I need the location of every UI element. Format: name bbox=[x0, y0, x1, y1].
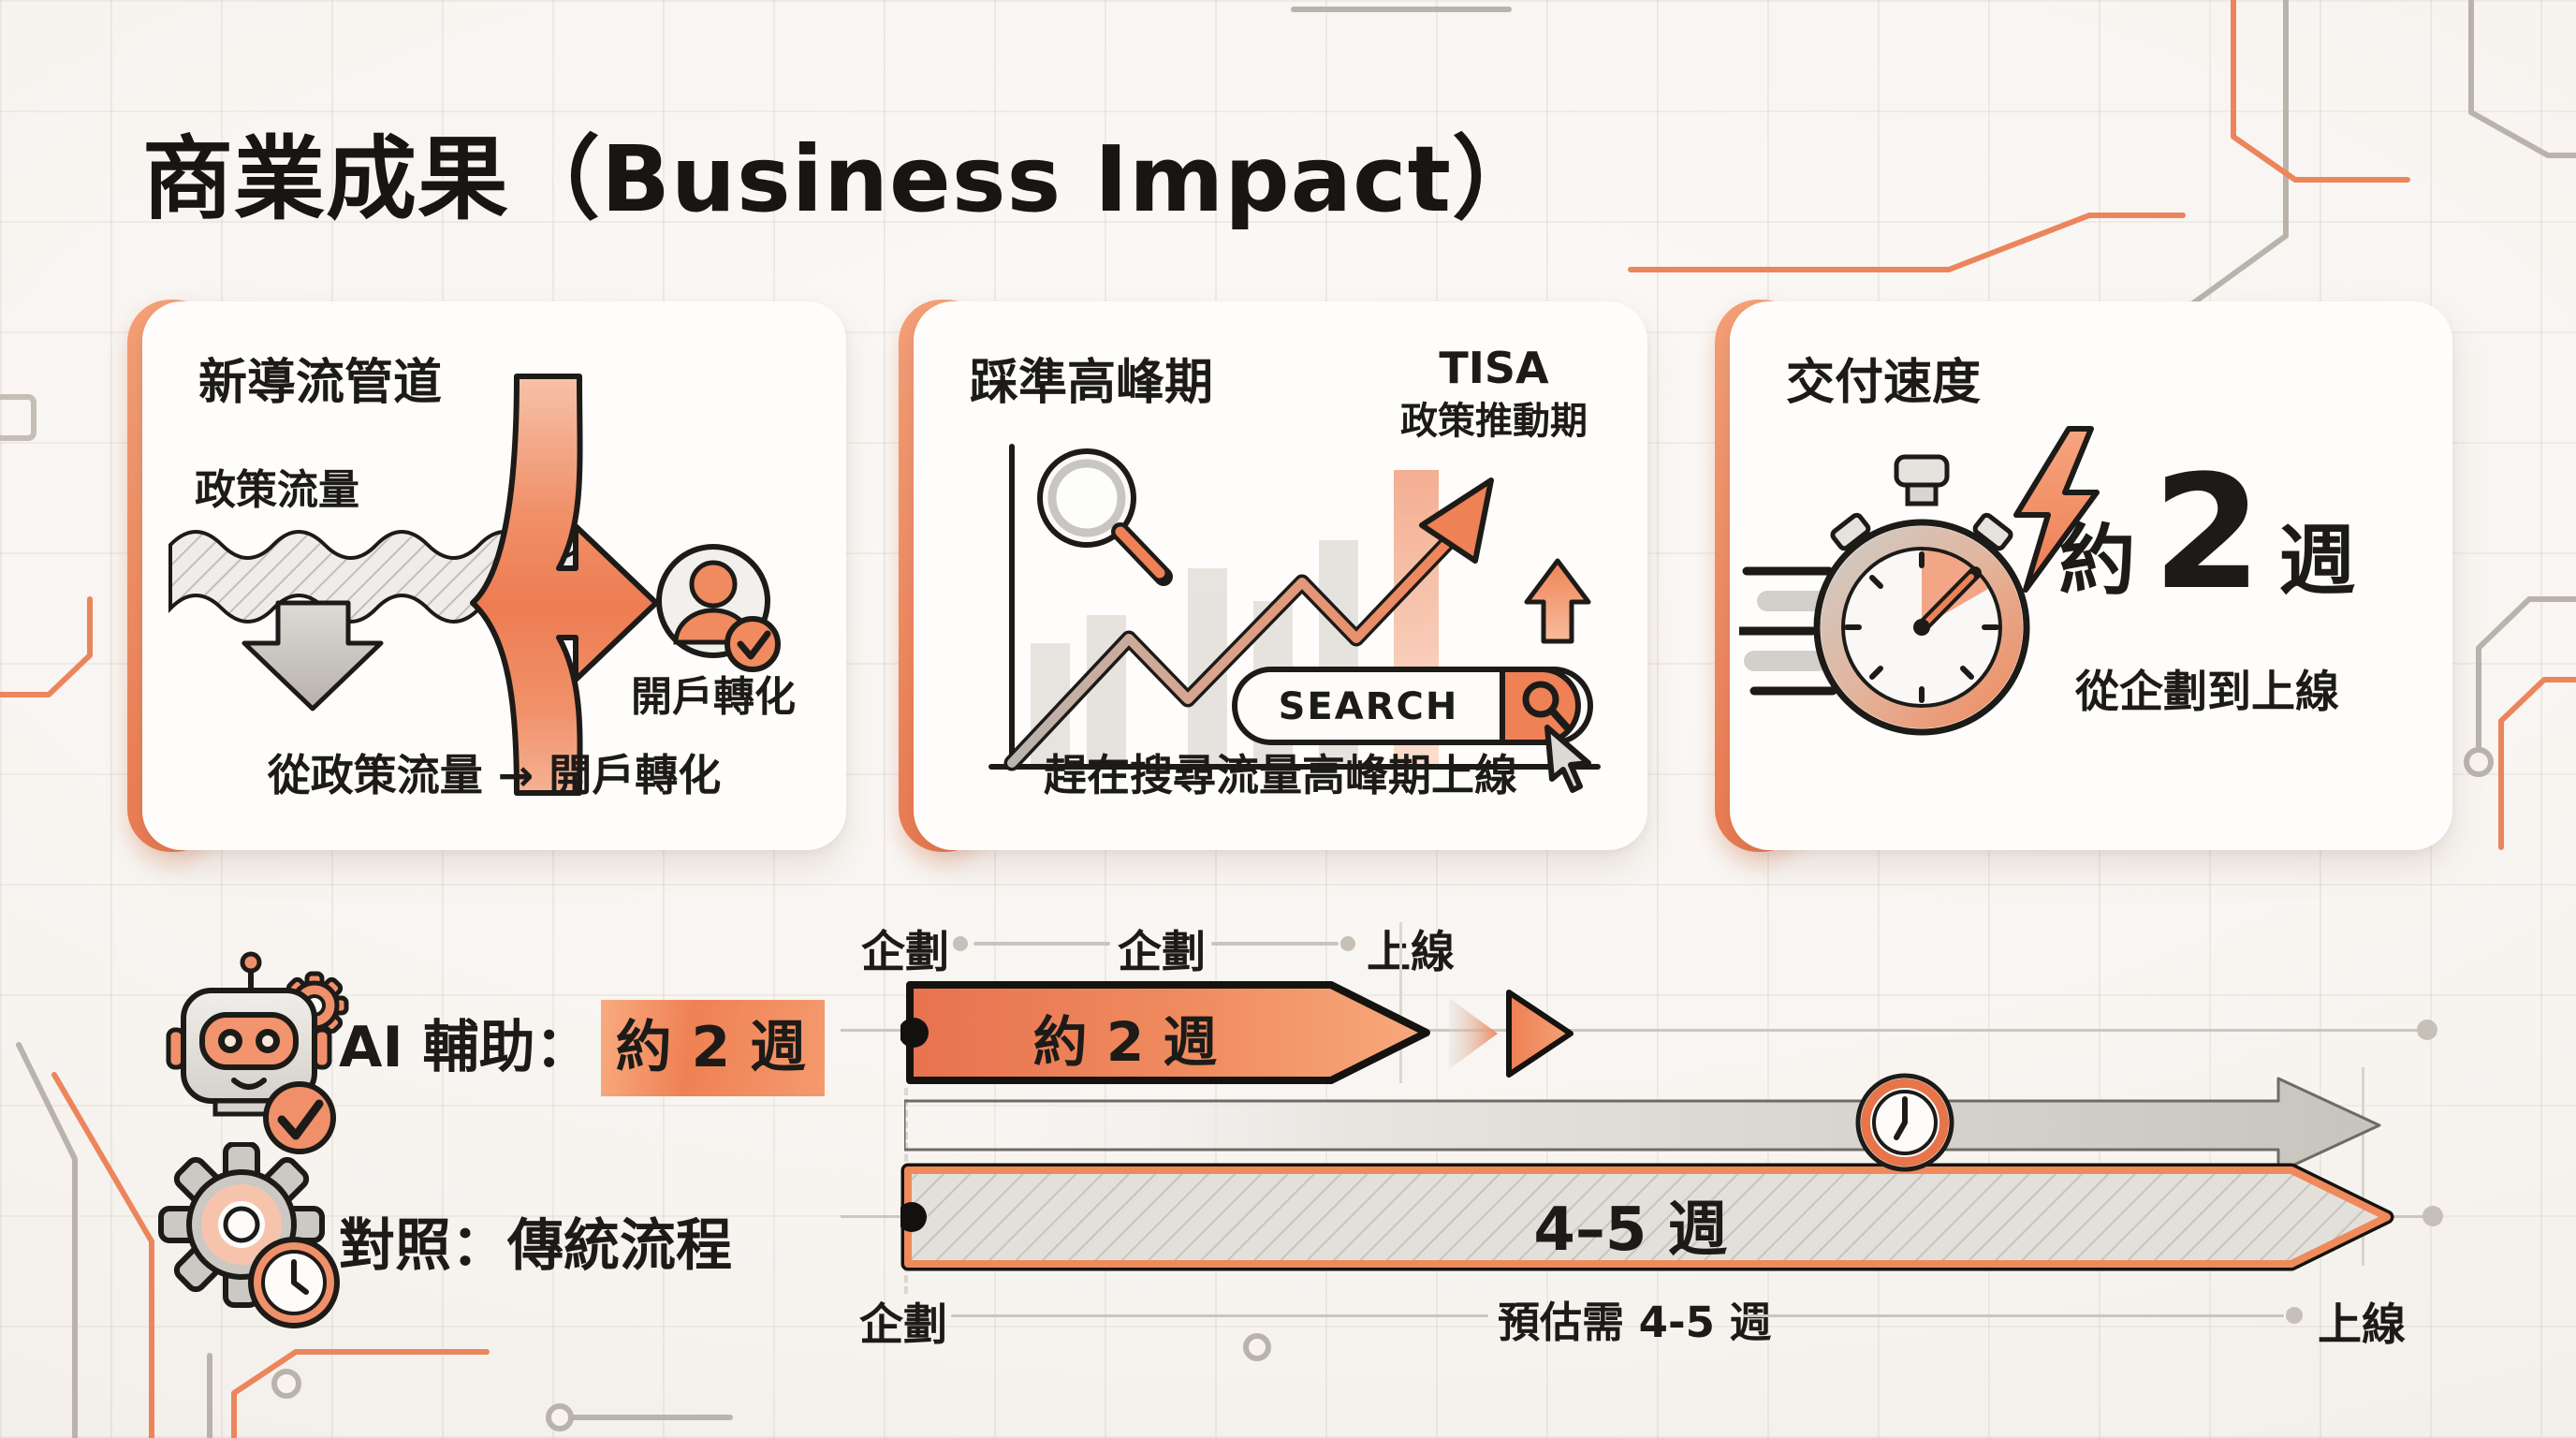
banner-start-dot bbox=[900, 1018, 929, 1048]
guide-vline bbox=[1399, 922, 1402, 1083]
ai-rail-end-dot bbox=[2417, 1020, 2437, 1040]
branch-arrow-icon bbox=[470, 374, 659, 796]
tisa-badge-line2: 政策推動期 bbox=[1400, 399, 1588, 443]
traditional-duration-banner bbox=[900, 1163, 2394, 1271]
ai-milestone-end: 上線 bbox=[1367, 927, 1455, 978]
elapsed-time-arrow bbox=[904, 1077, 2381, 1174]
card-speed: 交付速度 bbox=[1730, 301, 2452, 850]
card-timing-caption: 趕在搜尋流量高峰期上線 bbox=[1044, 750, 1517, 800]
metric-caption: 從企劃到上線 bbox=[2075, 667, 2339, 718]
trad-milestone-start: 企劃 bbox=[859, 1299, 947, 1351]
metric-prefix: 約 bbox=[2058, 517, 2136, 606]
policy-traffic-label: 政策流量 bbox=[195, 466, 359, 514]
milestone-connector bbox=[1211, 942, 1339, 946]
card-traffic-title: 新導流管道 bbox=[198, 355, 443, 411]
cursor-icon bbox=[1544, 725, 1591, 793]
gear-clock-icon bbox=[158, 1142, 340, 1328]
fast-forward-chevrons-icon bbox=[1449, 990, 1573, 1078]
tisa-badge: TISA 政策推動期 bbox=[1374, 341, 1614, 446]
user-check-icon bbox=[656, 544, 781, 672]
traditional-banner-label: 4–5 週 bbox=[1533, 1196, 1728, 1265]
card-traffic-caption: 從政策流量 → 開戶轉化 bbox=[267, 750, 722, 800]
card-speed-title: 交付速度 bbox=[1786, 355, 1982, 411]
milestone-connector bbox=[973, 942, 1110, 946]
milestone-dot bbox=[953, 936, 968, 951]
milestone-connector bbox=[951, 1314, 1488, 1317]
robot-icon bbox=[166, 951, 349, 1154]
trad-milestone-end: 上線 bbox=[2318, 1299, 2406, 1351]
magnifier-icon bbox=[1037, 448, 1173, 586]
ai-milestone-start: 企劃 bbox=[861, 927, 949, 978]
search-bar-text: SEARCH bbox=[1278, 685, 1459, 728]
chart-axes bbox=[988, 444, 1601, 770]
trad-milestone-mid: 預估需 4-5 週 bbox=[1498, 1298, 1772, 1347]
card-timing: 踩準高峰期 TISA 政策推動期 bbox=[914, 301, 1647, 850]
trend-arrow-icon bbox=[1003, 477, 1494, 771]
ai-banner-label: 約 2 週 bbox=[1032, 1010, 1218, 1074]
card-traffic: 新導流管道 政策流量 bbox=[142, 301, 846, 850]
ai-row-highlight: 約 2 週 bbox=[600, 1000, 826, 1096]
milestone-dot bbox=[2286, 1307, 2303, 1324]
ai-rail bbox=[841, 1029, 2426, 1032]
ai-duration-banner bbox=[900, 981, 1430, 1084]
search-bar-icon bbox=[1232, 667, 1593, 745]
lightning-icon bbox=[2013, 426, 2100, 593]
card-timing-title: 踩準高峰期 bbox=[970, 355, 1214, 411]
trad-rail-left bbox=[841, 1215, 906, 1218]
milestone-connector bbox=[1743, 1314, 2284, 1317]
search-peak-illustration bbox=[988, 444, 1601, 793]
ai-milestone-mid: 企劃 bbox=[1118, 927, 1206, 978]
banner-start-dot bbox=[900, 1202, 927, 1232]
clock-icon bbox=[248, 1237, 340, 1328]
ai-row-label: AI 輔助：約 2 週 bbox=[339, 1000, 826, 1096]
page-title: 商業成果（Business Impact） bbox=[142, 126, 1544, 232]
up-arrow-icon bbox=[1524, 558, 1591, 644]
guide-vline bbox=[2362, 1067, 2364, 1266]
delivery-metric: 約 2 週 bbox=[2029, 441, 2385, 624]
traffic-split-illustration bbox=[168, 374, 781, 796]
metric-number: 2 bbox=[2152, 441, 2262, 624]
timer-clock-icon bbox=[1855, 1073, 1954, 1172]
stopwatch-icon bbox=[1739, 426, 2100, 736]
conversion-label: 開戶轉化 bbox=[631, 673, 796, 721]
milestone-dot bbox=[1340, 936, 1355, 951]
ai-row-prefix: AI 輔助： bbox=[339, 1015, 592, 1080]
traditional-row-label: 對照：傳統流程 bbox=[339, 1213, 732, 1279]
down-arrow-icon bbox=[242, 600, 384, 712]
tisa-badge-line1: TISA bbox=[1439, 343, 1549, 393]
trad-rail-end-dot bbox=[2422, 1206, 2443, 1226]
metric-unit: 週 bbox=[2278, 517, 2356, 606]
